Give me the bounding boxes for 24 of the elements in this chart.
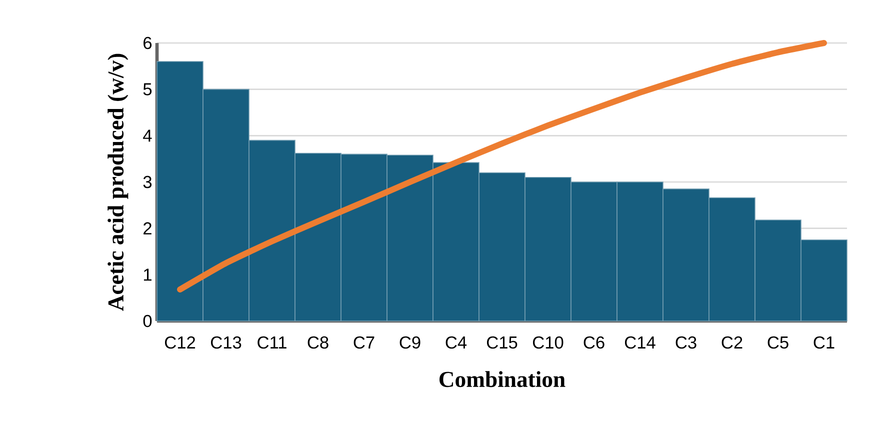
x-tick-label: C2	[722, 336, 742, 349]
x-tick-label: C13	[210, 336, 242, 349]
y-tick-label: 0	[143, 314, 152, 328]
x-tick-label: C8	[308, 336, 328, 349]
y-tick-label: 4	[143, 130, 152, 142]
x-tick-label: C4	[446, 336, 467, 349]
x-tick-label: C12	[164, 336, 196, 349]
x-tick-label: C9	[400, 336, 420, 349]
x-tick-label: C5	[768, 336, 788, 349]
x-tick-label: C14	[624, 336, 656, 349]
y-axis-title: Acetic acid produced (w/v)	[108, 54, 128, 311]
y-tick-label: 3	[143, 176, 152, 188]
x-tick-label: C1	[814, 336, 834, 349]
y-tick-label: 5	[143, 83, 152, 96]
y-tick-label: 6	[144, 36, 152, 50]
x-tick-label: C15	[486, 336, 518, 349]
x-tick-label: C10	[532, 336, 564, 349]
x-tick-label: C6	[584, 336, 604, 349]
x-tick-label: C3	[676, 336, 696, 349]
x-axis-title: Combination	[440, 371, 566, 388]
x-tick-label: C7	[354, 336, 374, 349]
y-tick-label: 1	[144, 268, 152, 281]
y-tick-label: 2	[144, 222, 152, 234]
x-tick-label: C11	[258, 336, 286, 349]
